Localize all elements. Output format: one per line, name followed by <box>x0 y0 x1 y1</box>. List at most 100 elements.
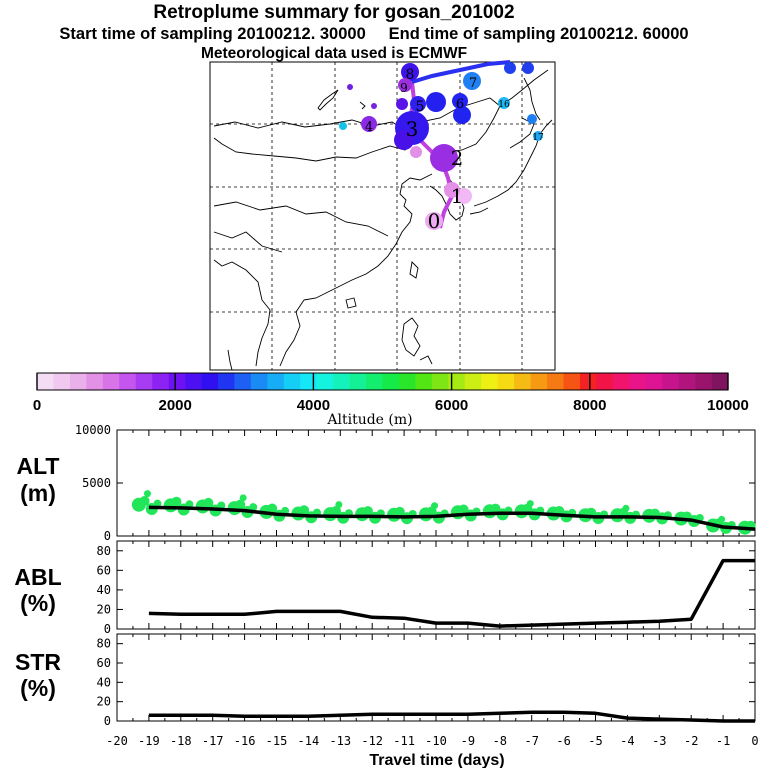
alt-point <box>622 504 630 512</box>
x-tick-label: -6 <box>556 734 570 748</box>
y-tick-label: 60 <box>97 656 111 670</box>
colorbar-cell <box>530 373 548 390</box>
colorbar-cell <box>37 373 54 390</box>
colorbar-cell <box>448 373 466 390</box>
colorbar-cell <box>333 373 350 390</box>
colorbar-cell <box>695 373 712 390</box>
x-tick-label: -3 <box>652 734 666 748</box>
alt-unit: (m) <box>20 480 56 506</box>
colorbar-label: Altitude (m) <box>326 412 412 428</box>
y-tick-label: 0 <box>104 529 111 543</box>
x-tick-label: -18 <box>170 734 192 748</box>
map-point-label: 3 <box>406 117 419 141</box>
series-line <box>148 558 755 628</box>
trajectory-dot <box>394 130 414 150</box>
colorbar-cell <box>86 373 104 390</box>
colorbar-cell <box>300 373 317 390</box>
colorbar-cell <box>267 373 285 390</box>
y-tick-label: 80 <box>97 544 111 558</box>
alt-point <box>171 496 182 507</box>
alt-point <box>139 496 150 507</box>
colorbar-cell <box>629 373 647 390</box>
y-tick-label: 60 <box>97 563 111 577</box>
trajectory-dot <box>398 78 412 92</box>
map-point-label: 9 <box>400 81 408 95</box>
y-tick-label: 40 <box>97 583 111 597</box>
map-point-label: 1 <box>451 184 464 208</box>
str-unit: (%) <box>20 675 56 701</box>
colorbar-cell <box>645 373 663 390</box>
y-tick-label: 0 <box>104 622 111 636</box>
alt-point <box>217 501 226 510</box>
str-label: STR <box>15 649 61 675</box>
alt-label: ALT <box>16 453 59 479</box>
trajectory-dot <box>410 146 422 158</box>
colorbar-cell <box>135 373 153 390</box>
colorbar-cell <box>234 373 252 390</box>
colorbar-tick-label: 10000 <box>707 397 749 414</box>
map-point-label: 4 <box>365 120 373 135</box>
x-tick-label: -7 <box>524 734 538 748</box>
x-tick-label: -19 <box>138 734 160 748</box>
coastlines <box>213 69 553 371</box>
alt-point <box>431 502 439 510</box>
trajectory-dot <box>361 116 377 132</box>
map-point-label: 2 <box>451 146 464 170</box>
x-tick-label: -16 <box>234 734 256 748</box>
colorbar-tick-label: 0 <box>33 397 41 414</box>
colorbar-cell <box>497 373 515 390</box>
x-tick-label: -14 <box>298 734 320 748</box>
alt-point <box>394 506 405 517</box>
x-tick-label: -5 <box>588 734 602 748</box>
panel-str: 80 60 40 20 0 <box>97 633 756 728</box>
chart-title: Retroplume summary for gosan_201002 <box>153 2 515 23</box>
colorbar-cell <box>464 373 482 390</box>
series-line <box>148 505 756 531</box>
colorbar-cell <box>102 373 120 390</box>
panel-abl: 80 60 40 20 0 <box>97 540 756 636</box>
trajectory-dot <box>401 63 419 81</box>
colorbar-ticks: 0 2000 4000 6000 8000 10000 <box>33 373 749 414</box>
map-point-label: 6 <box>456 97 464 112</box>
colorbar-cell <box>563 373 581 390</box>
colorbar-cell <box>596 373 614 390</box>
x-tick-label: -10 <box>425 734 447 748</box>
panel-frame <box>116 633 756 722</box>
map-frame <box>209 61 556 371</box>
map-panel: 0 1 2 3 4 5 6 7 8 9 16 17 <box>209 60 556 371</box>
met-data-label: Meteorological data used is ECMWF <box>200 45 468 62</box>
trajectory-dot <box>426 92 446 112</box>
x-tick-label: -15 <box>266 734 288 748</box>
colorbar: 0 2000 4000 6000 8000 10000 Altitude (m) <box>33 372 749 428</box>
colorbar-cell <box>514 373 531 390</box>
trajectory-dot <box>522 62 534 74</box>
alt-point <box>718 515 726 523</box>
colorbar-cells <box>37 373 729 390</box>
alt-point <box>362 506 373 517</box>
abl-label: ABL <box>14 564 61 590</box>
colorbar-tick-label: 4000 <box>297 397 330 414</box>
y-tick-label: 80 <box>97 637 111 651</box>
map-point-label: 16 <box>498 100 510 110</box>
alt-point <box>143 490 151 498</box>
map-point-label: 8 <box>406 67 415 83</box>
y-tick-label: 40 <box>97 675 111 689</box>
colorbar-cell <box>481 373 498 390</box>
trajectory-dot <box>453 106 471 124</box>
alt-point <box>203 497 214 508</box>
x-axis-label: Travel time (days) <box>369 752 504 768</box>
colorbar-cell <box>431 373 449 390</box>
alt-point <box>153 499 162 508</box>
y-tick-label: 10000 <box>75 423 111 437</box>
panel-alt: 10000 5000 0 <box>75 423 756 543</box>
y-tick-label: 20 <box>97 695 111 709</box>
trajectory-dot <box>452 93 468 109</box>
colorbar-cell <box>398 373 416 390</box>
x-tick-label: -2 <box>684 734 698 748</box>
colorbar-cell <box>185 373 202 390</box>
alt-point <box>239 494 247 502</box>
trajectory-dot <box>410 96 426 112</box>
alt-point <box>267 503 278 514</box>
